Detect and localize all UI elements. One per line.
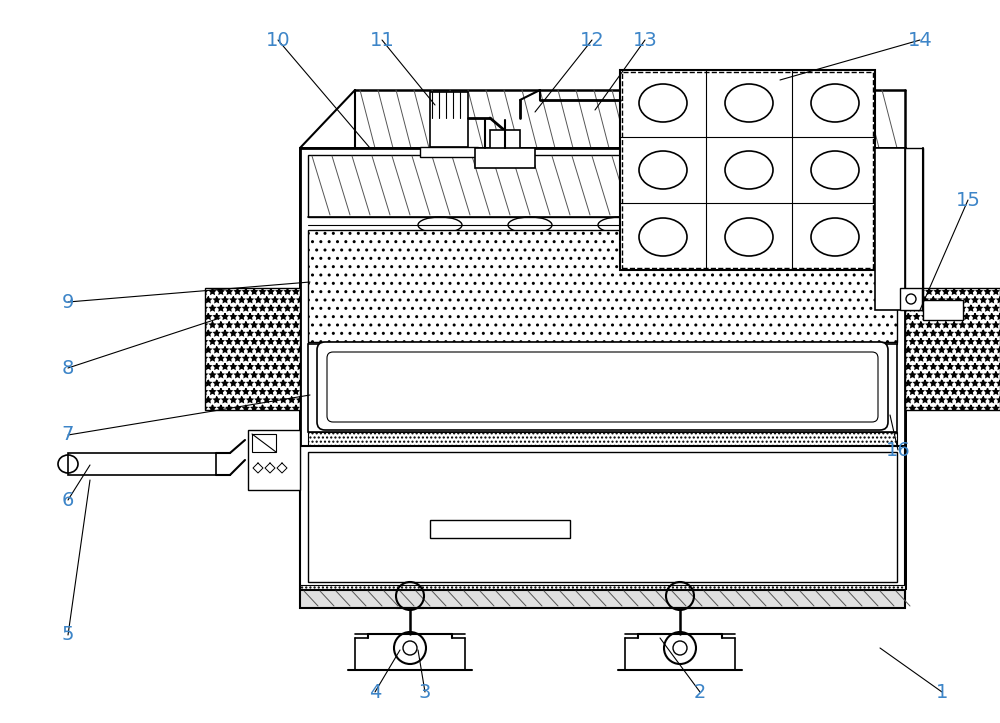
Bar xyxy=(430,92,468,147)
Text: 5: 5 xyxy=(62,625,74,644)
Text: 15: 15 xyxy=(956,190,980,210)
Text: 16: 16 xyxy=(886,440,910,460)
Bar xyxy=(900,288,922,310)
Bar xyxy=(300,590,905,608)
Bar xyxy=(622,72,873,268)
Bar xyxy=(308,155,897,217)
Text: 1: 1 xyxy=(936,683,948,701)
Bar xyxy=(620,70,875,270)
Bar xyxy=(300,585,905,593)
Bar xyxy=(252,434,276,452)
Bar xyxy=(300,148,905,588)
Bar xyxy=(490,130,520,155)
Text: 14: 14 xyxy=(908,30,932,49)
Bar xyxy=(923,300,963,320)
Text: 3: 3 xyxy=(419,683,431,701)
FancyBboxPatch shape xyxy=(317,342,888,430)
Bar xyxy=(308,342,897,344)
Text: 4: 4 xyxy=(369,683,381,701)
Bar xyxy=(205,288,300,410)
Bar xyxy=(300,148,905,588)
Bar xyxy=(420,147,478,157)
Text: 7: 7 xyxy=(62,426,74,445)
Bar xyxy=(875,148,905,310)
Text: 11: 11 xyxy=(370,30,394,49)
Bar xyxy=(308,230,897,342)
Bar xyxy=(248,430,300,490)
Text: 8: 8 xyxy=(62,359,74,377)
Bar xyxy=(905,148,923,310)
Text: 2: 2 xyxy=(694,683,706,701)
Bar xyxy=(308,432,897,446)
Bar xyxy=(308,452,897,582)
Text: 6: 6 xyxy=(62,490,74,510)
Text: 12: 12 xyxy=(580,30,604,49)
Bar xyxy=(430,520,570,538)
Text: 9: 9 xyxy=(62,293,74,312)
Bar xyxy=(68,453,216,475)
Text: 13: 13 xyxy=(633,30,657,49)
FancyBboxPatch shape xyxy=(327,352,878,422)
Bar xyxy=(905,288,1000,410)
Text: 10: 10 xyxy=(266,30,290,49)
Bar xyxy=(308,344,897,432)
Bar xyxy=(475,148,535,168)
Bar xyxy=(300,446,905,588)
